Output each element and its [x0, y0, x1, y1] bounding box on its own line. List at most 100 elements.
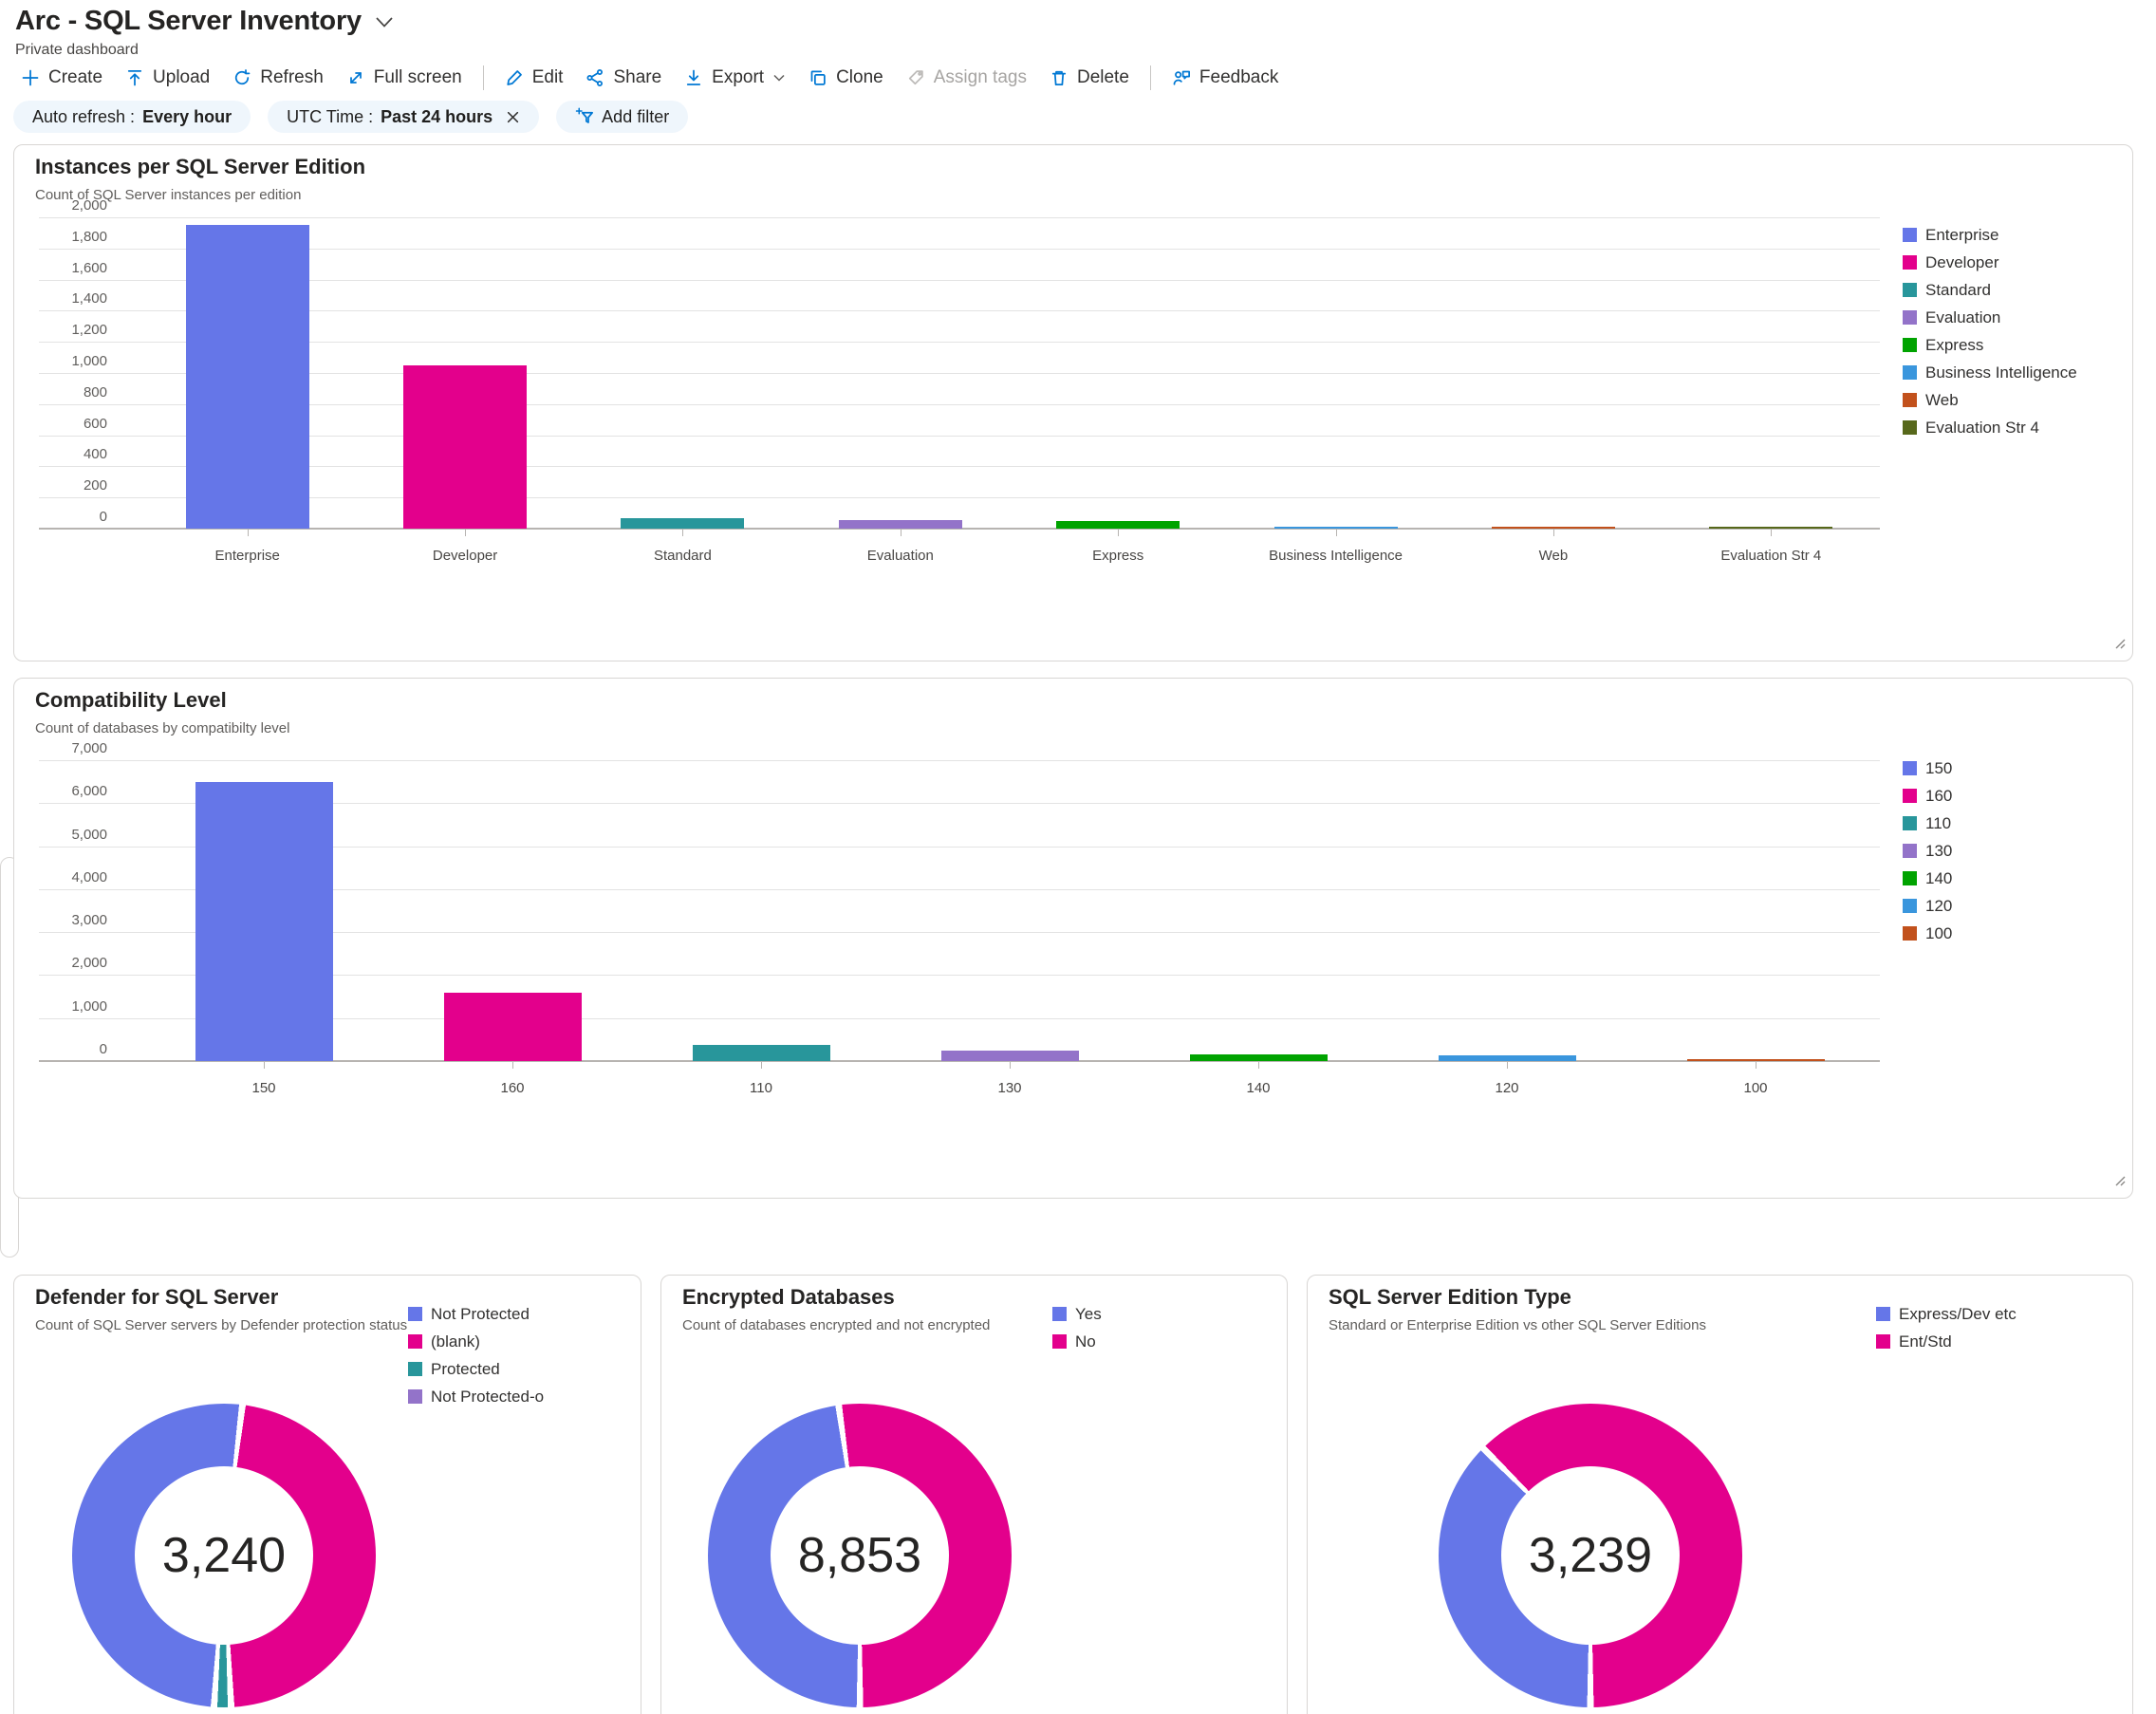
gridline — [39, 373, 1880, 374]
toolbar-button-feedback[interactable]: Feedback — [1161, 61, 1290, 95]
bar-140 — [1189, 1054, 1328, 1061]
toolbar-button-label: Clone — [836, 67, 883, 87]
donut-total-value: 3,240 — [161, 1528, 287, 1583]
legend-item-blank[interactable]: (blank) — [408, 1328, 544, 1355]
legend-label: Standard — [1925, 280, 1991, 299]
toolbar-button-assign-tags[interactable]: Assign tags — [895, 61, 1038, 95]
legend-item-110[interactable]: 110 — [1903, 810, 1952, 837]
x-axis-tick — [1771, 530, 1773, 536]
toolbar-button-upload[interactable]: Upload — [114, 61, 221, 95]
toolbar-button-edit[interactable]: Edit — [493, 61, 575, 95]
bar-developer — [403, 364, 528, 529]
y-axis-tick-label: 0 — [99, 509, 107, 525]
legend-swatch — [408, 1362, 422, 1376]
y-axis-tick-label: 2,000 — [71, 197, 107, 214]
clone-icon — [808, 68, 827, 87]
tile-defender-for-sql-server: Defender for SQL Server Count of SQL Ser… — [13, 1275, 641, 1714]
x-axis-line — [39, 1060, 1880, 1062]
tile-title: Encrypted Databases — [682, 1285, 895, 1309]
legend-item-130[interactable]: 130 — [1903, 837, 1952, 865]
tile-compatibility-level: Compatibility Level Count of databases b… — [13, 678, 2133, 1199]
legend-swatch — [1903, 365, 1917, 380]
legend-swatch — [1903, 310, 1917, 325]
share-icon — [585, 68, 604, 87]
feedback-icon — [1172, 68, 1191, 87]
y-axis-tick-label: 200 — [83, 477, 107, 494]
dashboard-type-label: Private dashboard — [15, 42, 139, 58]
legend-swatch — [1903, 899, 1917, 913]
donut-total-value: 3,239 — [1528, 1528, 1653, 1583]
legend-swatch — [408, 1334, 422, 1349]
legend-label: 150 — [1925, 758, 1953, 777]
tile-subtitle: Count of databases by compatibilty level — [35, 720, 290, 736]
legend-swatch — [408, 1307, 422, 1321]
toolbar-button-share[interactable]: Share — [574, 61, 673, 95]
refresh-icon — [232, 68, 251, 87]
legend-swatch — [1903, 871, 1917, 885]
y-axis-tick-label: 400 — [83, 446, 107, 463]
legend-item-enterprise[interactable]: Enterprise — [1903, 221, 2077, 249]
x-axis-tick — [761, 1062, 762, 1069]
toolbar-button-full-screen[interactable]: Full screen — [335, 61, 474, 95]
bar-web — [1491, 527, 1615, 529]
legend-item-no[interactable]: No — [1052, 1328, 1102, 1355]
legend-item-150[interactable]: 150 — [1903, 755, 1952, 782]
legend-item-express-dev-etc[interactable]: Express/Dev etc — [1876, 1300, 2017, 1328]
legend-label: 120 — [1925, 896, 1953, 915]
x-axis-tick — [1335, 530, 1337, 536]
filter-pill-value: Past 24 hours — [381, 106, 493, 126]
legend-item-ent-std[interactable]: Ent/Std — [1876, 1328, 2017, 1355]
legend-swatch — [1903, 844, 1917, 858]
resize-handle[interactable] — [2111, 1172, 2127, 1192]
legend-item-web[interactable]: Web — [1903, 386, 2077, 414]
x-axis-category-label: Evaluation — [866, 548, 934, 564]
add-filter-button[interactable]: Add filter — [556, 101, 689, 133]
toolbar-button-export[interactable]: Export — [673, 61, 797, 95]
legend-item-business-intelligence[interactable]: Business Intelligence — [1903, 359, 2077, 386]
y-axis-tick-label: 600 — [83, 415, 107, 432]
filter-pill-label: Add filter — [602, 106, 670, 126]
gridline — [39, 248, 1880, 250]
filter-pill-value: Every hour — [142, 106, 232, 126]
toolbar-divider — [482, 65, 484, 90]
legend-label: No — [1075, 1332, 1096, 1351]
toolbar-button-refresh[interactable]: Refresh — [221, 61, 335, 95]
legend-swatch — [1876, 1334, 1890, 1349]
x-axis-tick — [1552, 530, 1554, 536]
legend-swatch — [1903, 255, 1917, 270]
legend-item-evaluation[interactable]: Evaluation — [1903, 304, 2077, 331]
resize-handle[interactable] — [2111, 635, 2127, 655]
legend-item-standard[interactable]: Standard — [1903, 276, 2077, 304]
y-axis-tick-label: 1,000 — [71, 997, 107, 1015]
legend-swatch — [1903, 420, 1917, 435]
toolbar-button-create[interactable]: Create — [9, 61, 114, 95]
legend-label: 110 — [1925, 813, 1952, 832]
legend-label: (blank) — [431, 1332, 480, 1351]
toolbar-button-label: Assign tags — [933, 67, 1027, 87]
legend-item-developer[interactable]: Developer — [1903, 249, 2077, 276]
toolbar-button-delete[interactable]: Delete — [1038, 61, 1141, 95]
legend-item-express[interactable]: Express — [1903, 331, 2077, 359]
x-axis-category-label: 130 — [997, 1080, 1022, 1096]
close-icon[interactable] — [506, 110, 520, 124]
legend-item-120[interactable]: 120 — [1903, 892, 1952, 920]
legend-item-not-protected[interactable]: Not Protected — [408, 1300, 544, 1328]
legend-item-protected[interactable]: Protected — [408, 1355, 544, 1383]
y-axis-tick-label: 3,000 — [71, 912, 107, 929]
bar-110 — [692, 1045, 830, 1061]
legend-item-yes[interactable]: Yes — [1052, 1300, 1102, 1328]
filter-pill-auto-refresh[interactable]: Auto refresh : Every hour — [13, 101, 251, 133]
tile-subtitle: Count of SQL Server servers by Defender … — [35, 1317, 408, 1333]
toolbar-button-clone[interactable]: Clone — [797, 61, 895, 95]
legend-item-not-protected-o[interactable]: Not Protected-o — [408, 1383, 544, 1410]
legend-item-160[interactable]: 160 — [1903, 782, 1952, 810]
toolbar-button-label: Share — [613, 67, 662, 87]
legend-item-100[interactable]: 100 — [1903, 920, 1952, 947]
legend-item-140[interactable]: 140 — [1903, 865, 1952, 892]
delete-icon — [1050, 68, 1069, 87]
dashboard-selector-chevron-icon[interactable] — [375, 15, 394, 28]
legend-item-evaluation-str-4[interactable]: Evaluation Str 4 — [1903, 414, 2077, 441]
filter-bar: Auto refresh : Every hour UTC Time : Past… — [13, 101, 689, 133]
gridline — [39, 1017, 1880, 1019]
filter-pill-utc-time[interactable]: UTC Time : Past 24 hours — [268, 101, 540, 133]
